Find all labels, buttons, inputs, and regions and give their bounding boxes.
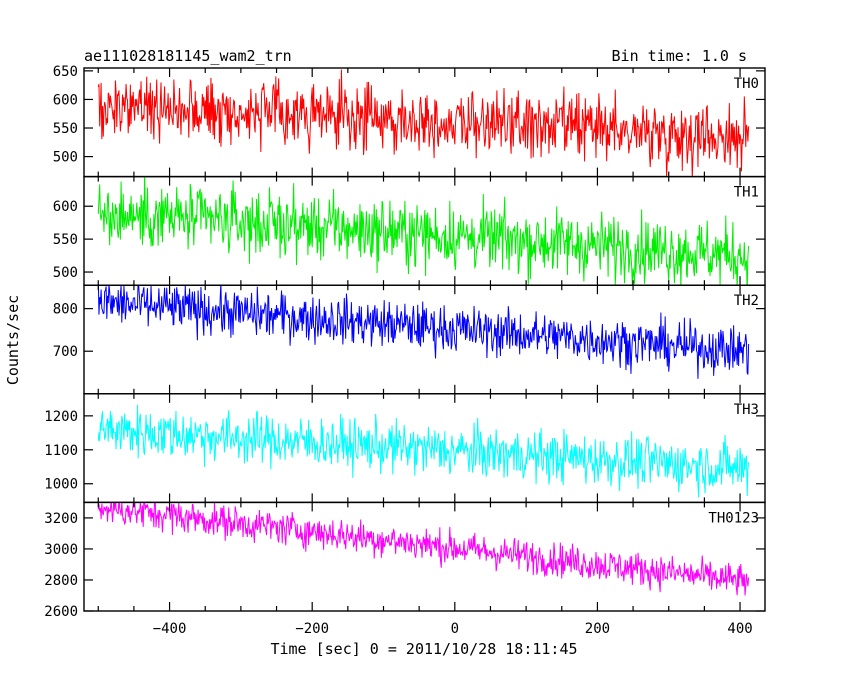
x-axis-label: Time [sec] 0 = 2011/10/28 18:11:45 [270, 640, 577, 658]
chart-title-right: Bin time: 1.0 s [612, 47, 747, 65]
y-tick-label: 3000 [44, 542, 78, 558]
panel-label-th1: TH1 [734, 185, 759, 201]
panel-th3: 1000 1100 1200 TH3 [44, 393, 766, 504]
panel-label-th2: TH2 [734, 293, 759, 309]
panel-label-th3: TH3 [734, 402, 759, 418]
series-line-th1 [97, 176, 750, 286]
y-tick-label: 2800 [44, 573, 78, 589]
y-tick-label: 2600 [44, 604, 78, 620]
y-tick-label: 550 [53, 232, 78, 248]
panel-th1: 500 550 600 TH1 [53, 175, 766, 286]
panel-label-th0123: TH0123 [708, 510, 759, 526]
x-tick-label: 400 [727, 621, 752, 637]
series-line-th3 [97, 404, 750, 498]
panel-th2: 700 800 TH2 [53, 284, 766, 395]
y-tick-label: 550 [53, 121, 78, 137]
x-tick-label: −200 [295, 621, 329, 637]
x-tick-label: 0 [451, 621, 459, 637]
y-axis-label: Counts/sec [4, 295, 22, 385]
y-tick-label: 600 [53, 199, 78, 215]
y-tick-label: 700 [53, 344, 78, 360]
x-tick-label: −400 [153, 621, 187, 637]
y-tick-label: 500 [53, 265, 78, 281]
panel-th0: 500 550 600 650 TH0 [53, 64, 766, 178]
panel-frame [83, 175, 766, 286]
y-tick-label: 3200 [44, 511, 78, 527]
series-line-th2 [97, 285, 750, 379]
chart-title-left: ae111028181145_wam2_trn [84, 47, 292, 65]
series-line-th0123 [97, 502, 750, 596]
y-tick-label: 600 [53, 92, 78, 108]
x-tick-label: 200 [585, 621, 610, 637]
series-line-th0 [97, 69, 750, 177]
panel-frame [83, 501, 766, 612]
panel-label-th0: TH0 [734, 76, 759, 92]
y-tick-label: 500 [53, 150, 78, 166]
panels-group: 500 550 600 650 TH0 500 550 600 TH1 700 800 TH2 1000… [44, 64, 766, 637]
y-tick-label: 1200 [44, 409, 78, 425]
panel-th0123: 2600 2800 3000 3200 TH0123 [44, 501, 766, 620]
y-tick-label: 1000 [44, 477, 78, 493]
y-tick-label: 650 [53, 64, 78, 80]
y-tick-label: 800 [53, 302, 78, 318]
y-tick-label: 1100 [44, 443, 78, 459]
